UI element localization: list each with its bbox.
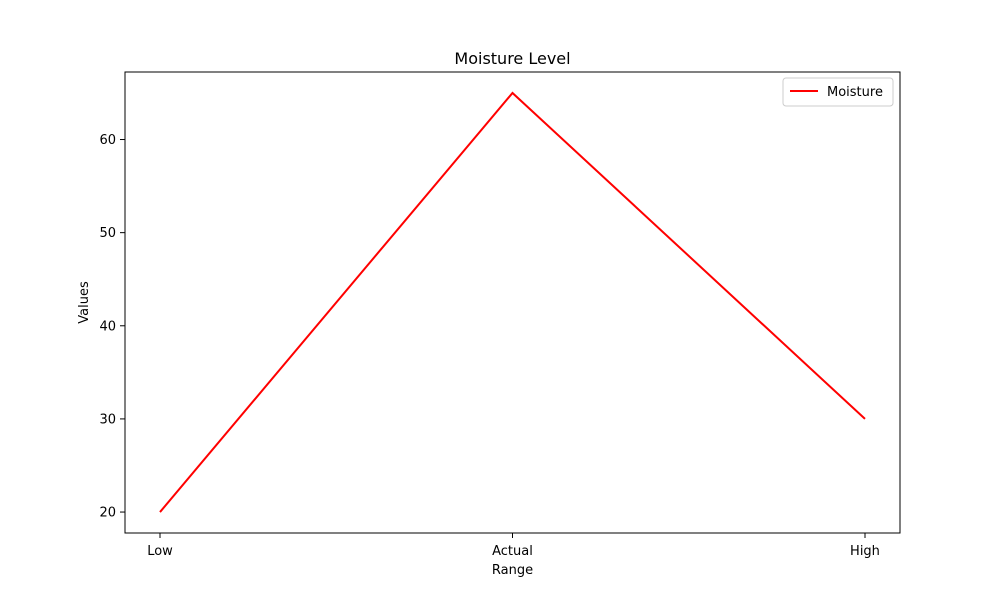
- y-tick-label: 30: [99, 412, 116, 427]
- plot-area: [124, 71, 901, 534]
- legend-box: [782, 77, 894, 107]
- legend: Moisture: [782, 77, 894, 107]
- y-axis-ticks: 20 30 40 50 60: [99, 133, 125, 521]
- y-tick-label: 50: [99, 226, 116, 241]
- series-layer: [159, 91, 866, 513]
- y-tick-label: 60: [99, 133, 116, 148]
- x-tick-label: Actual: [492, 544, 533, 559]
- series-line-moisture: [159, 91, 866, 513]
- x-axis-label: Range: [492, 563, 533, 578]
- x-axis-ticks: Low Actual High: [147, 533, 880, 559]
- x-tick-label: High: [850, 544, 880, 559]
- legend-label-moisture: Moisture: [827, 85, 883, 100]
- y-axis-label: Values: [77, 281, 92, 324]
- y-tick-label: 40: [99, 319, 116, 334]
- chart-title: Moisture Level: [454, 49, 570, 68]
- y-tick-label: 20: [99, 506, 116, 521]
- x-tick-label: Low: [147, 544, 173, 559]
